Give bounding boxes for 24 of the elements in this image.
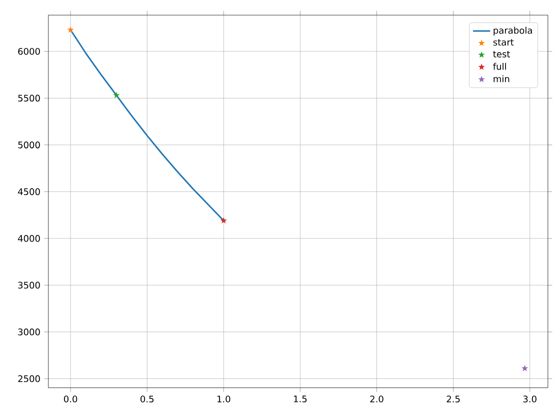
x-tick-label: 2.0 bbox=[370, 396, 384, 402]
x-tick-label: 2.5 bbox=[446, 396, 460, 402]
x-tick-label: 0.0 bbox=[64, 396, 78, 402]
y-tick-label: 4500 bbox=[18, 188, 40, 196]
x-tick-label: 3.0 bbox=[523, 396, 536, 402]
y-tick-label: 3500 bbox=[18, 282, 40, 289]
y-tick-label: 3000 bbox=[18, 328, 40, 336]
y-tick-label: 6000 bbox=[18, 48, 40, 55]
x-tick-label: 1.5 bbox=[294, 396, 307, 402]
y-tick-label: 5500 bbox=[18, 94, 40, 102]
legend-label: test bbox=[493, 51, 510, 58]
point bbox=[67, 26, 74, 33]
point bbox=[220, 217, 227, 224]
y-tick-label: 2500 bbox=[18, 375, 40, 382]
point bbox=[113, 92, 120, 98]
legend-label: start bbox=[493, 39, 514, 46]
x-tick-label: 1.0 bbox=[217, 396, 230, 402]
y-tick-label: 5000 bbox=[18, 142, 40, 148]
y-tick-label: 4000 bbox=[18, 235, 40, 242]
legend-label: parabola bbox=[494, 26, 532, 36]
x-tick-label: 0.5 bbox=[140, 396, 154, 402]
legend-label: min bbox=[494, 75, 510, 82]
legend-label: full bbox=[493, 62, 506, 70]
point bbox=[521, 364, 528, 372]
